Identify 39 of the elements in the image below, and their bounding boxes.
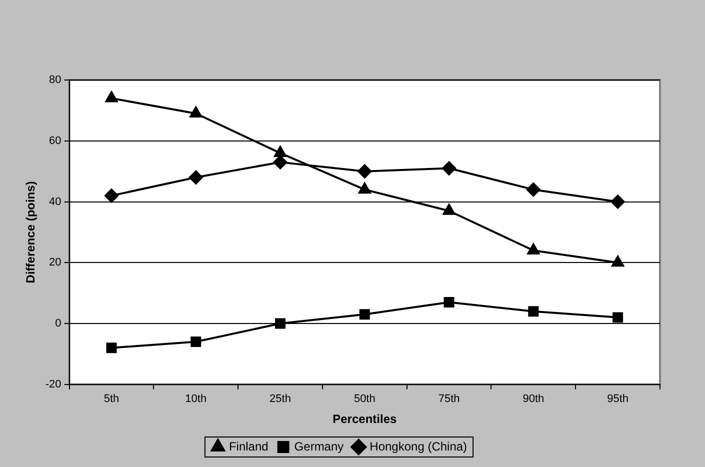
x-tick-label: 10th bbox=[185, 393, 207, 406]
point bbox=[359, 309, 370, 320]
y-tick-label: 0 bbox=[55, 318, 62, 330]
point bbox=[106, 342, 117, 354]
x-tick-label: 25th bbox=[270, 393, 291, 406]
point bbox=[526, 182, 540, 197]
x-tick-label: 95th bbox=[607, 393, 629, 406]
point bbox=[442, 161, 456, 176]
point bbox=[442, 204, 456, 215]
point bbox=[275, 318, 286, 329]
point bbox=[527, 243, 540, 254]
x-tick-label: 5th bbox=[104, 393, 120, 406]
y-tick-label: 60 bbox=[49, 134, 62, 147]
point bbox=[358, 182, 371, 194]
x-axis-title: Percentiles bbox=[332, 412, 397, 426]
point bbox=[612, 312, 624, 323]
legend-label: Hongkong (China) bbox=[370, 439, 468, 454]
point bbox=[190, 336, 202, 348]
y-tick-label: 20 bbox=[49, 256, 62, 269]
point bbox=[444, 296, 454, 308]
y-tick-label: 40 bbox=[49, 196, 62, 208]
point bbox=[528, 306, 539, 317]
point bbox=[190, 106, 202, 118]
y-tick-label: -20 bbox=[45, 378, 62, 390]
point bbox=[273, 155, 288, 170]
legend-label: Germany bbox=[294, 439, 344, 454]
point bbox=[612, 256, 624, 267]
legend-label: Finland bbox=[228, 439, 268, 454]
x-tick-label: 50th bbox=[354, 393, 376, 406]
point bbox=[358, 164, 372, 178]
point bbox=[188, 170, 203, 184]
y-tick-label: 80 bbox=[49, 74, 62, 86]
point bbox=[104, 188, 118, 203]
x-tick-label: 75th bbox=[438, 393, 460, 406]
point bbox=[274, 146, 286, 158]
point bbox=[610, 194, 625, 209]
point bbox=[105, 91, 118, 102]
y-axis-title: Difference (poins) bbox=[24, 181, 38, 284]
x-tick-label: 90th bbox=[522, 393, 544, 406]
